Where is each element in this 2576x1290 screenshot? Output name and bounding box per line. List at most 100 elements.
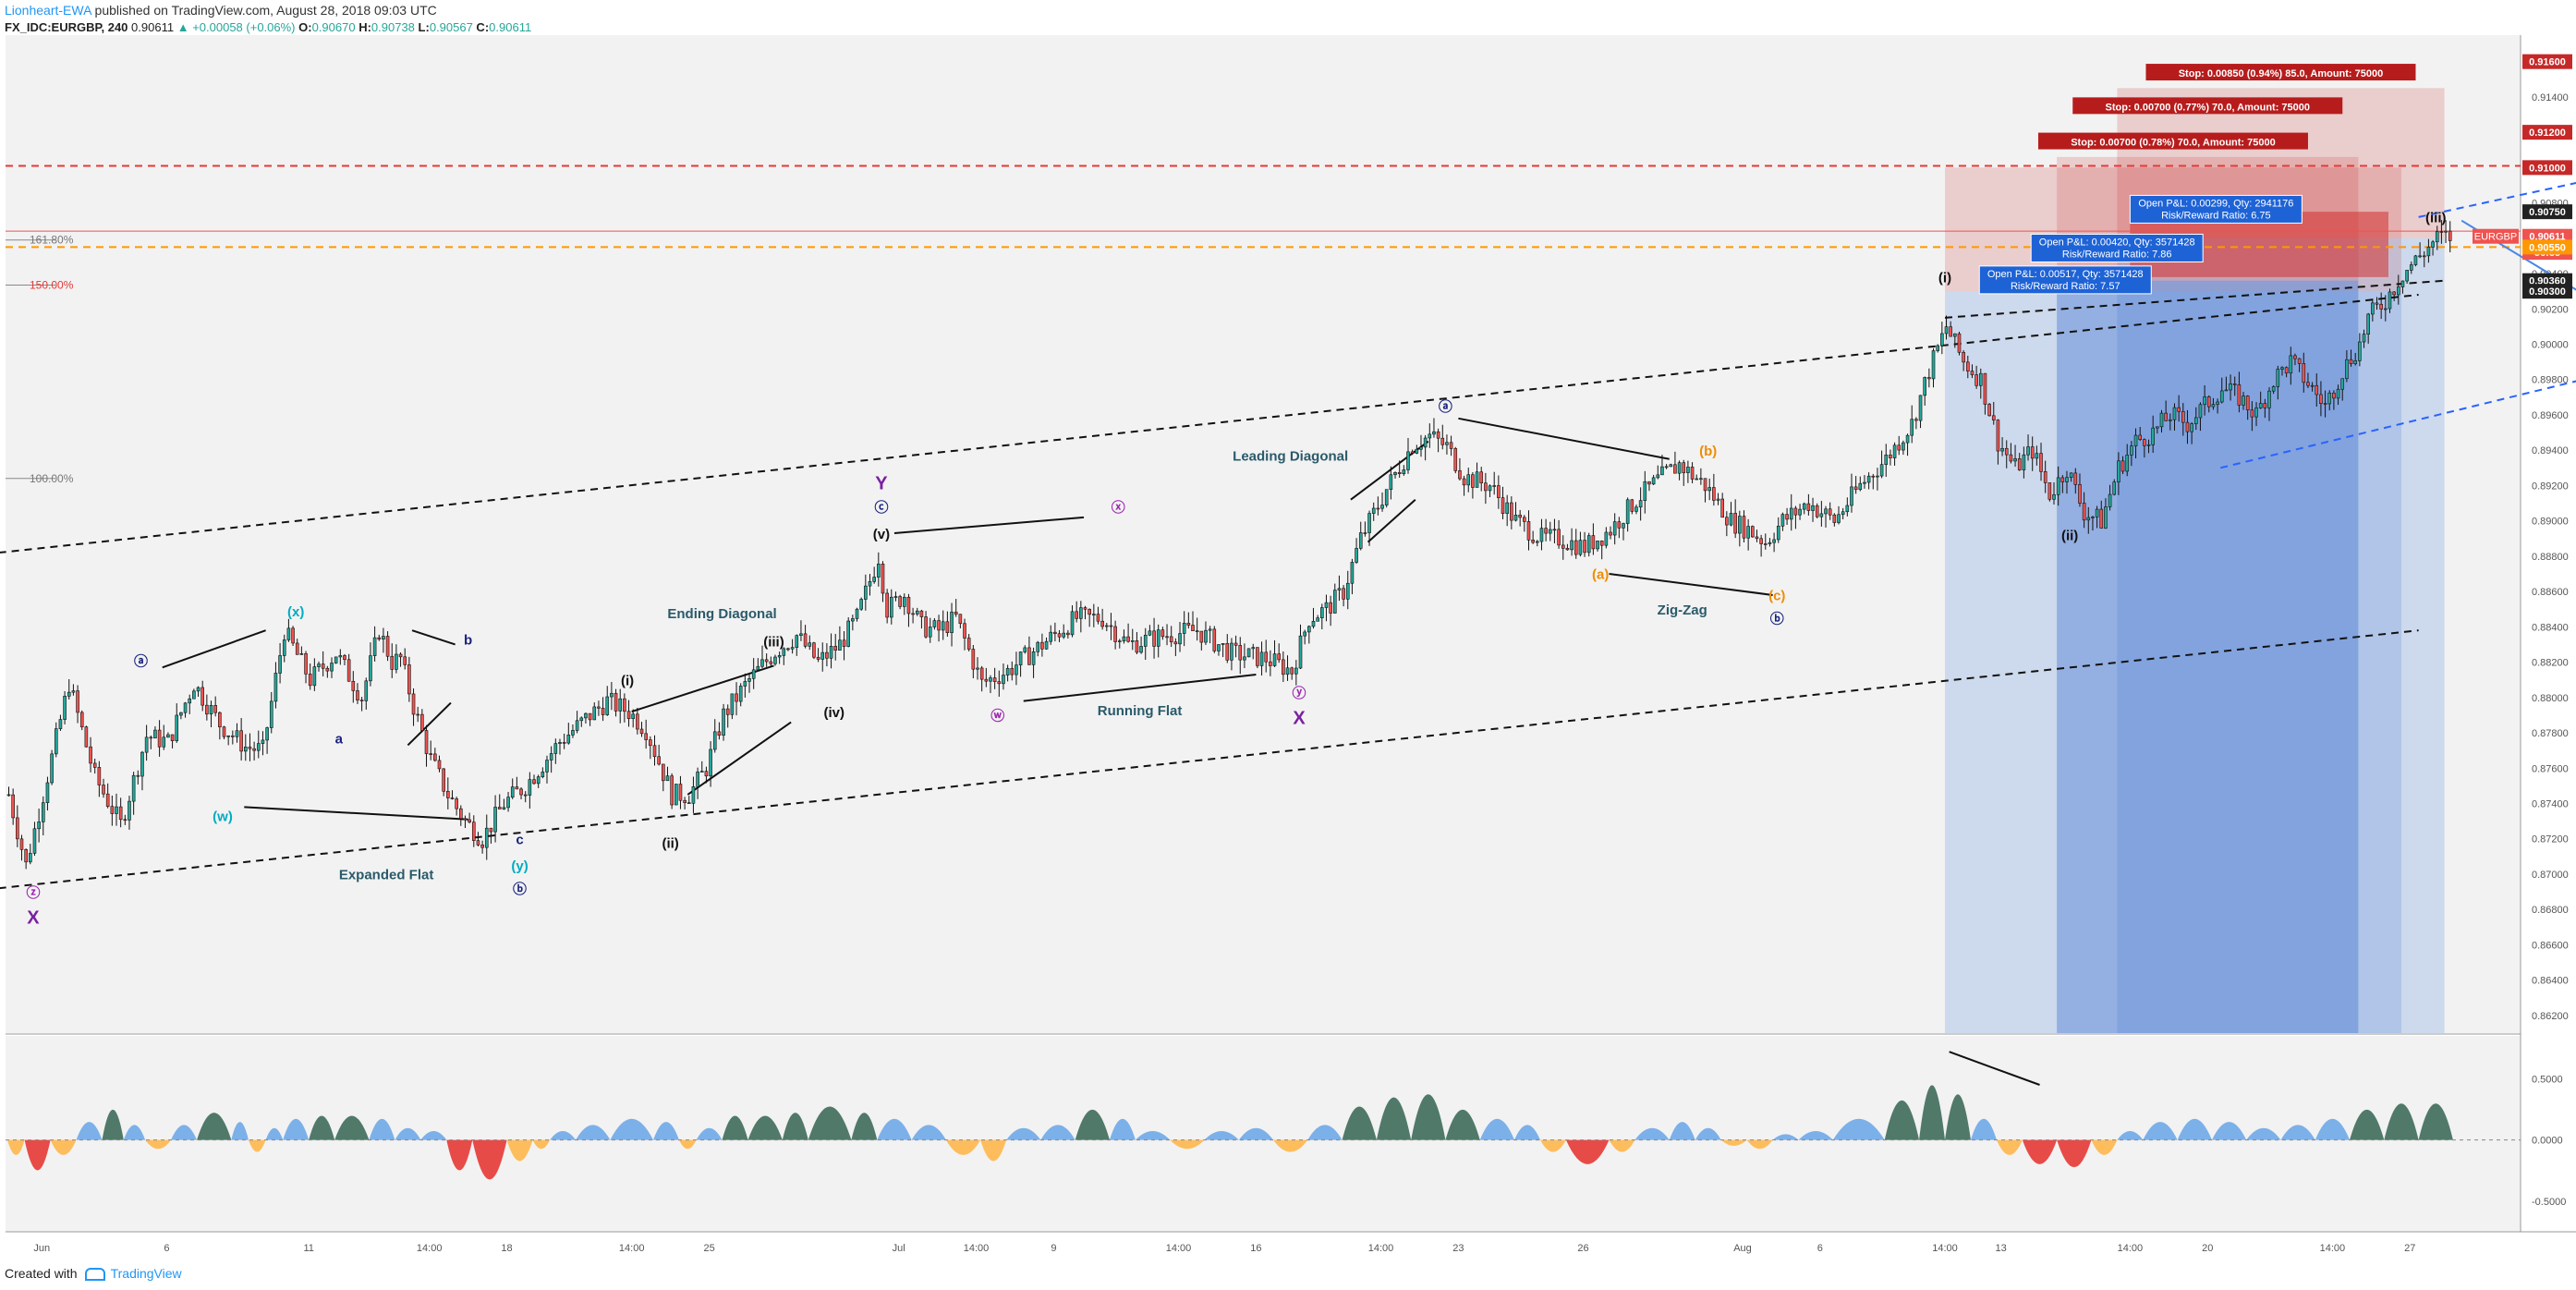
candle-body: [864, 585, 868, 600]
candle-body: [84, 726, 89, 748]
oscillator-area: [1376, 1097, 1412, 1140]
candle-body: [812, 642, 816, 658]
candle-body: [1772, 539, 1776, 543]
candle-body: [1402, 469, 1406, 474]
time-tick-label: 14:00: [1368, 1243, 1394, 1254]
oscillator-area: [1565, 1139, 1610, 1164]
candle-body: [1345, 582, 1350, 600]
candle-body: [662, 763, 665, 782]
wave-channel-upper-line: [2418, 182, 2576, 218]
candle-body: [1755, 536, 1759, 540]
candle-body: [1586, 535, 1591, 554]
candle-body: [45, 782, 50, 803]
candle-body: [2439, 231, 2444, 233]
candle-body: [1837, 514, 1841, 523]
publish-text: published on TradingView.com, August 28,…: [94, 3, 437, 18]
candle-body: [506, 797, 510, 809]
oscillator-area: [1996, 1139, 2023, 1155]
oscillator-area: [2418, 1103, 2453, 1140]
candle-body: [838, 639, 842, 651]
candle-body: [471, 821, 476, 841]
oscillator-area: [945, 1139, 981, 1155]
candle-body: [2013, 458, 2017, 462]
candle-body: [722, 708, 725, 736]
candle-body: [1113, 626, 1117, 642]
candle-body: [1647, 481, 1651, 485]
candle-body: [1695, 478, 1699, 481]
price-tick-label: 0.87200: [2532, 834, 2569, 846]
oscillator-area: [1970, 1118, 1997, 1140]
candle-body: [282, 639, 286, 656]
candle-body: [2159, 412, 2164, 428]
wave-label: ⓐ: [1439, 398, 1452, 415]
pattern-line: [244, 806, 468, 821]
candle-body: [1518, 515, 1522, 518]
candle-body: [966, 638, 971, 650]
candle-body: [2039, 453, 2043, 472]
candle-body: [725, 708, 730, 715]
candle-body: [678, 784, 683, 801]
candle-body: [105, 793, 110, 807]
candle-body: [2319, 394, 2323, 404]
candle-body: [2120, 460, 2125, 472]
candle-body: [92, 762, 97, 768]
candle-body: [1329, 602, 1332, 614]
candle-body: [1178, 633, 1182, 645]
candle-body: [1355, 548, 1358, 563]
risk-reward-label: Risk/Reward Ratio: 6.75: [2161, 210, 2271, 221]
candle-body: [919, 610, 924, 617]
candle-body: [222, 726, 226, 737]
candle-body: [1789, 507, 1793, 520]
candle-body: [649, 739, 652, 747]
author-link[interactable]: Lionheart-EWA: [5, 3, 91, 18]
oscillator-area: [1040, 1125, 1075, 1140]
candle-body: [2022, 454, 2026, 470]
oscillator-area: [334, 1115, 370, 1140]
tradingview-link[interactable]: TradingView: [110, 1266, 182, 1281]
oscillator-area: [1539, 1139, 1566, 1152]
candle-body: [19, 838, 24, 850]
oscillator-area: [911, 1125, 946, 1140]
price-tick-label: 0.87600: [2532, 763, 2569, 774]
candle-body: [885, 592, 889, 618]
candle-body: [455, 798, 458, 809]
candle-body: [2133, 434, 2138, 446]
candle-body: [458, 808, 463, 820]
wave-label: (iii): [2425, 211, 2447, 226]
candle-body: [1785, 514, 1789, 520]
price-tick-label: 0.87800: [2532, 728, 2569, 739]
candle-body: [1561, 544, 1565, 549]
candle-body: [958, 614, 963, 625]
candle-body: [1233, 642, 1238, 646]
candle-body: [63, 696, 67, 720]
candle-body: [2099, 508, 2104, 529]
candle-body: [515, 786, 519, 790]
candle-body: [157, 729, 162, 748]
candle-body: [1122, 636, 1126, 641]
candle-body: [1879, 464, 1884, 477]
candle-body: [1023, 647, 1027, 652]
candle-body: [1539, 528, 1544, 542]
candle-body: [295, 642, 299, 655]
time-tick-label: 14:00: [1166, 1243, 1192, 1254]
pnl-label-box: [2129, 194, 2303, 224]
candle-body: [1858, 482, 1863, 491]
oscillator-area: [472, 1139, 507, 1180]
candle-body: [687, 802, 691, 804]
candle-body: [1449, 442, 1453, 449]
candle-body: [2193, 417, 2198, 424]
candle-body: [1324, 602, 1329, 608]
candle-body: [2125, 455, 2130, 472]
candle-body: [601, 708, 605, 715]
candle-body: [1686, 467, 1690, 473]
tradingview-logo-icon: [84, 1268, 105, 1282]
oscillator-area: [1609, 1139, 1635, 1152]
stop-label: Stop: 0.00700 (0.77%) 70.0, Amount: 7500…: [2106, 102, 2311, 113]
candle-body: [911, 613, 915, 615]
pattern-line: [687, 721, 792, 796]
wave-label: (ii): [2061, 529, 2078, 544]
candle-body: [1630, 499, 1634, 512]
oscillator-area: [7, 1139, 25, 1155]
candle-body: [1531, 540, 1535, 543]
